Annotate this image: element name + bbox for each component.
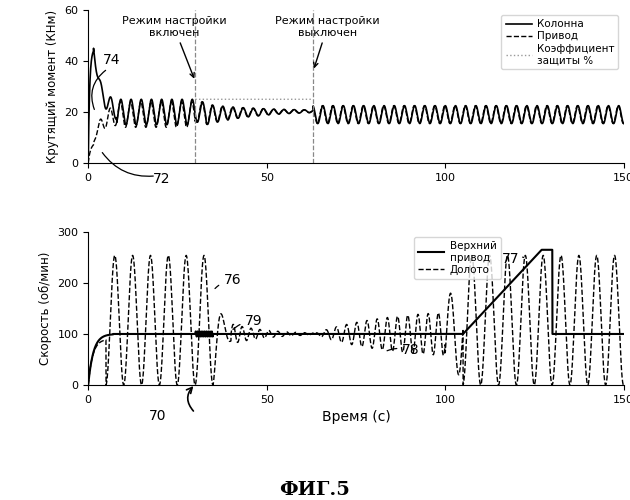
Долото: [212, 356, 219, 362]
Привод: [212, 115, 219, 121]
Колонна: [90, 46, 98, 52]
Legend: Колонна, Привод, Коэффициент
защиты %: Колонна, Привод, Коэффициент защиты %: [501, 15, 619, 70]
Долото: [486, 252, 493, 258]
Привод: [620, 120, 627, 126]
Text: 74: 74: [103, 52, 120, 66]
Line: Привод: Привод: [88, 102, 624, 163]
Привод: [137, 99, 144, 105]
Долото: [616, 328, 623, 334]
Text: 79: 79: [233, 314, 263, 330]
Колонна: [620, 120, 627, 126]
Привод: [209, 102, 217, 108]
Верхний
привод: [209, 333, 216, 339]
Долото: [324, 330, 332, 336]
Text: ФИГ.5: ФИГ.5: [280, 481, 350, 499]
X-axis label: Время (с): Время (с): [321, 410, 391, 424]
Привод: [324, 120, 332, 126]
Колонна: [84, 160, 92, 166]
Верхний
привод: [212, 331, 219, 337]
Колонна: [324, 120, 332, 126]
Долото: [214, 324, 222, 330]
Привод: [616, 106, 623, 112]
Коэффициент
защиты %: [214, 96, 222, 102]
Text: 76: 76: [215, 273, 241, 288]
Legend: Верхний
привод, Долото: Верхний привод, Долото: [414, 237, 501, 279]
Line: Верхний
привод: Верхний привод: [88, 250, 624, 385]
Верхний
привод: [214, 331, 222, 337]
Колонна: [287, 110, 294, 116]
Колонна: [212, 112, 219, 118]
Y-axis label: Крутящий момент (КНм): Крутящий момент (КНм): [46, 10, 59, 163]
Коэффициент
защиты %: [286, 96, 294, 102]
Text: 72: 72: [152, 172, 170, 186]
Долото: [84, 382, 92, 388]
Верхний
привод: [620, 331, 627, 337]
Y-axis label: Скорость (об/мин): Скорость (об/мин): [38, 252, 52, 365]
Привод: [287, 110, 294, 116]
Привод: [214, 118, 222, 124]
Коэффициент
защиты %: [212, 96, 219, 102]
Text: Режим настройки
выключен: Режим настройки выключен: [275, 16, 380, 67]
Колонна: [209, 102, 217, 108]
Привод: [84, 160, 92, 166]
Колонна: [616, 104, 623, 110]
Долото: [620, 382, 627, 388]
Text: Режим настройки
включен: Режим настройки включен: [122, 16, 226, 78]
Text: 78: 78: [387, 344, 420, 357]
Text: 70: 70: [149, 408, 166, 422]
Коэффициент
защиты %: [209, 96, 216, 102]
Text: 77: 77: [502, 252, 524, 266]
Верхний
привод: [286, 331, 294, 337]
Колонна: [214, 118, 222, 124]
Верхний
привод: [616, 331, 623, 337]
Верхний
привод: [324, 331, 332, 337]
Line: Колонна: Колонна: [88, 48, 624, 163]
Верхний
привод: [538, 247, 546, 253]
Долото: [209, 382, 216, 388]
Долото: [286, 332, 294, 338]
Line: Долото: Долото: [88, 256, 624, 385]
Верхний
привод: [84, 382, 92, 388]
